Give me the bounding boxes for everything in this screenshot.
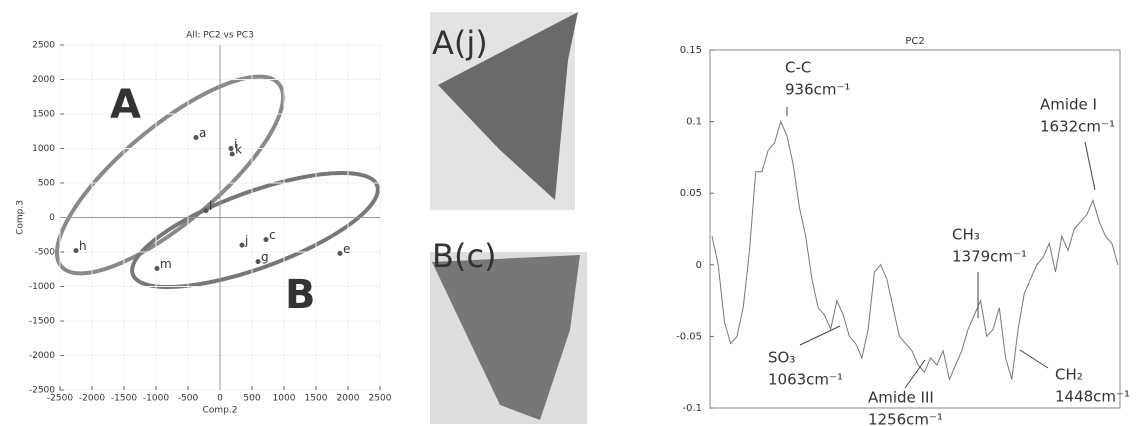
y-tick-label: -1000 [29,282,55,292]
y-tick-label: 1000 [32,144,55,154]
point [264,237,269,242]
x-tick-label: 0 [217,394,223,404]
y-tick-label: 0.1 [686,117,702,128]
image-label: A(j) [432,24,488,62]
peak-label: SO₃ [768,349,795,367]
point-label: k [235,143,242,157]
point-label: g [261,250,269,264]
y-tick-label: -1500 [29,317,55,327]
x-axis-label: Comp.2 [203,406,238,416]
y-tick-label: 2500 [32,41,55,51]
peak-label: Amide III [868,389,934,407]
point-label: c [269,228,276,242]
point [229,146,234,151]
y-tick-label: 0.15 [680,45,702,56]
cluster-label: B [285,272,316,318]
y-tick-label: 1500 [32,110,55,120]
x-tick-label: -1500 [111,394,137,404]
peak-wavenumber: 1632cm⁻¹ [1040,118,1115,136]
point-label: a [199,126,206,140]
x-tick-label: 500 [243,394,260,404]
point [240,243,245,248]
point-label: m [160,257,172,271]
x-tick-label: -500 [178,394,199,404]
y-tick-label: 500 [38,179,55,189]
point [155,266,160,271]
point-label: j [244,234,248,248]
peak-label: CH₂ [1055,366,1083,384]
point [256,259,261,264]
peak-label: Amide I [1040,96,1097,114]
leader-line [1020,350,1048,368]
x-tick-label: 1000 [273,394,296,404]
point [194,135,199,140]
leader-line [1085,142,1095,190]
point [230,152,235,157]
y-tick-label: 0.05 [680,188,702,199]
y-tick-label: 0 [696,260,702,271]
leader-line [905,360,925,388]
point [203,208,208,213]
y-tick-label: -0.1 [682,403,702,414]
peak-label: CH₃ [952,226,980,244]
x-tick-label: -2500 [47,394,73,404]
peak-label: C-C [785,59,811,77]
y-tick-label: 2000 [32,75,55,85]
point [74,248,79,253]
point [338,251,343,256]
image-label: B(c) [432,237,497,275]
x-tick-label: -1000 [143,394,169,404]
point-label: h [79,239,87,253]
chart-title: All: PC2 vs PC3 [186,31,254,41]
x-tick-label: 2000 [337,394,360,404]
figure: A(j) B(c) -2500 -2000 -1500 -1000 -500 0 500 10… [0,0,1138,426]
x-tick-label: 1500 [305,394,328,404]
peak-wavenumber: 1379cm⁻¹ [952,248,1027,266]
x-tick-label: -2000 [79,394,105,404]
peak-wavenumber: 936cm⁻¹ [785,81,850,99]
y-tick-label: -0.05 [676,331,702,342]
y-axis-label: Comp.3 [16,200,26,235]
peak-wavenumber: 1063cm⁻¹ [768,371,843,389]
y-tick-label: 0 [49,213,55,223]
x-tick-label: 2500 [369,394,392,404]
spectrum-line [712,122,1118,380]
leader-line [800,326,840,345]
point-label: l [209,199,212,213]
peak-wavenumber: 1256cm⁻¹ [868,411,943,426]
chart-title: PC2 [905,36,924,47]
cluster-label: A [110,82,141,128]
peak-wavenumber: 1448cm⁻¹ [1055,388,1130,406]
y-tick-label: -500 [35,248,56,258]
y-tick-label: -2000 [29,351,55,361]
point-label: e [343,242,350,256]
